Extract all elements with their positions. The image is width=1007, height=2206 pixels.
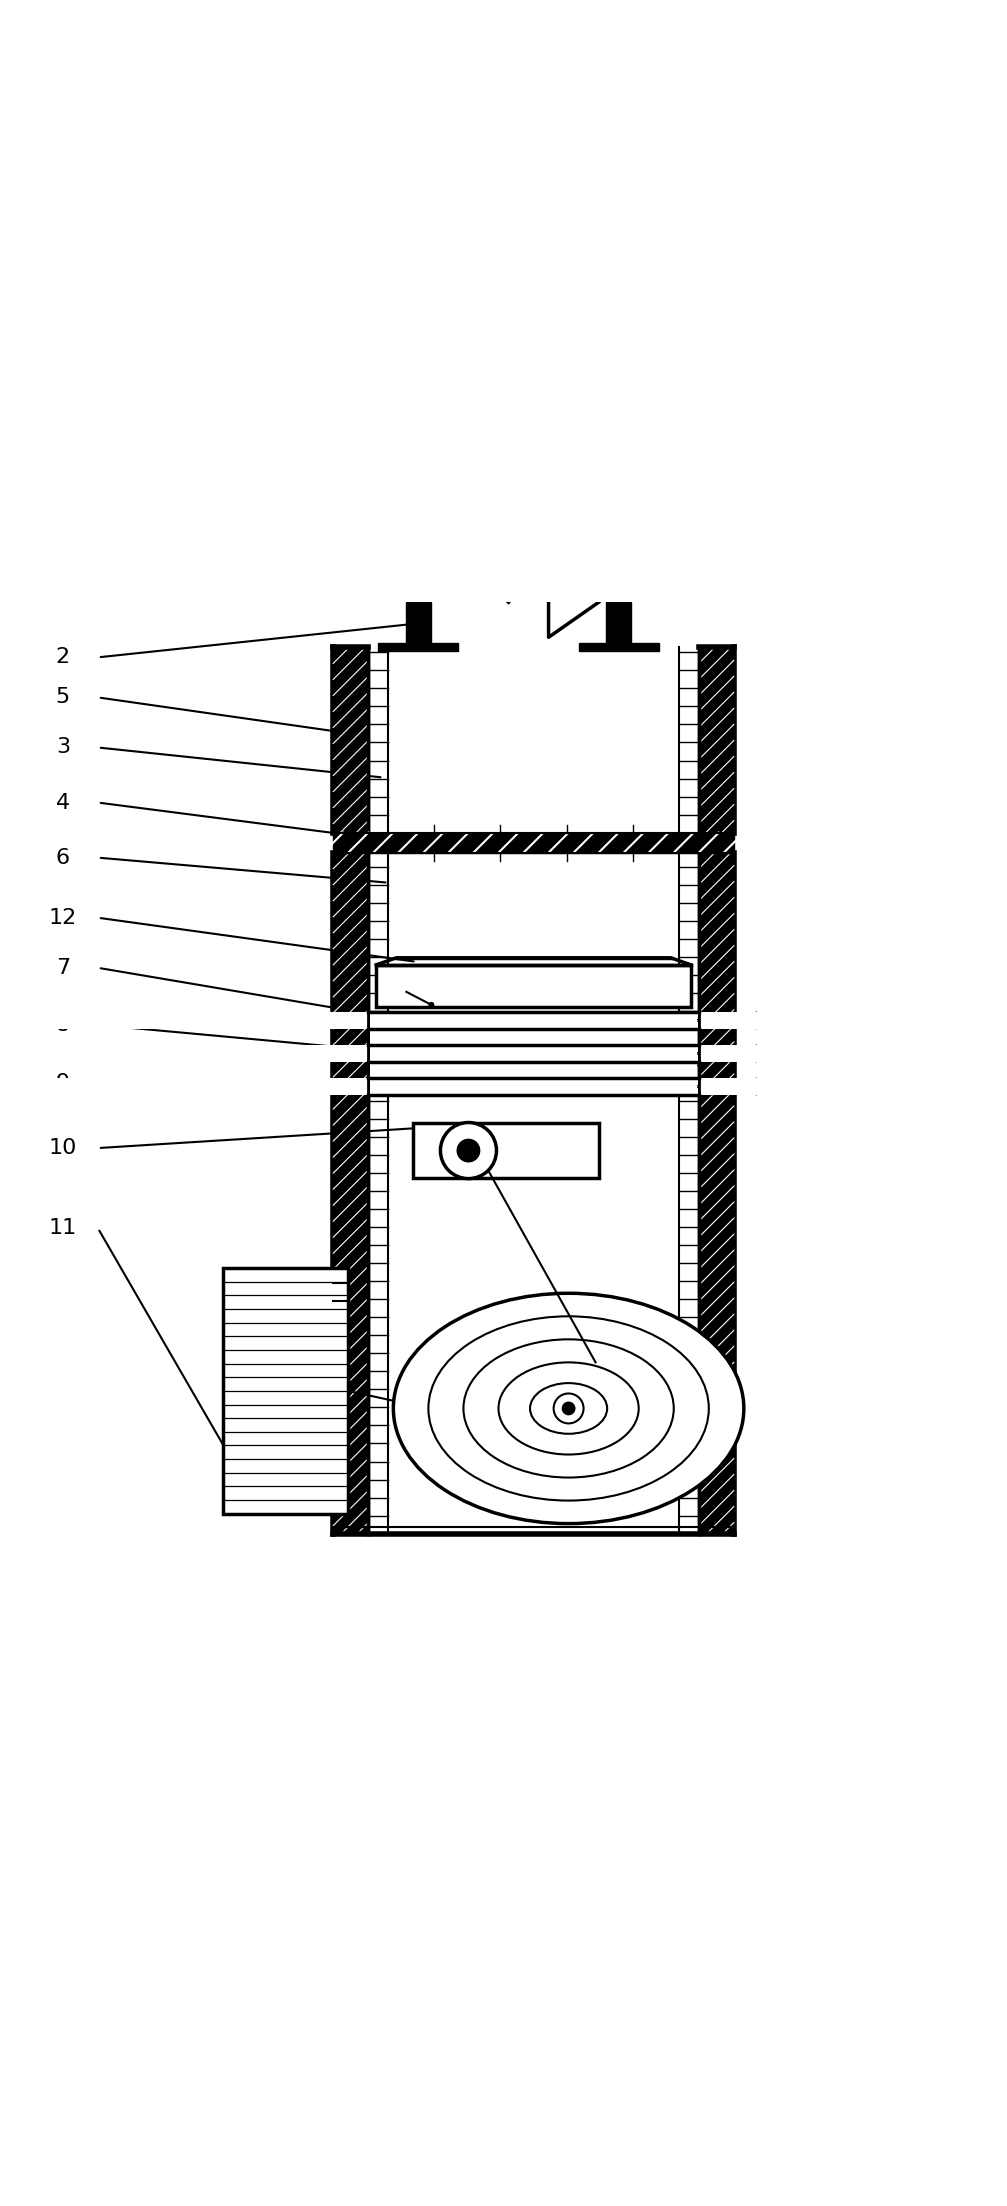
Bar	[369, 1079, 699, 1094]
Bar	[699, 1046, 1004, 1061]
Bar	[3, 1046, 369, 1061]
Text: 10: 10	[48, 1138, 78, 1158]
Bar	[699, 1013, 1004, 1028]
Text: 3: 3	[55, 737, 69, 757]
Text: 12: 12	[48, 907, 77, 929]
Ellipse shape	[463, 1339, 674, 1478]
Circle shape	[428, 1002, 434, 1008]
Bar	[699, 854, 734, 1533]
Bar	[699, 646, 734, 832]
Bar	[579, 644, 659, 651]
Bar	[333, 854, 369, 1533]
Bar	[413, 1123, 598, 1178]
Bar	[371, 1013, 697, 1061]
Ellipse shape	[498, 1363, 638, 1454]
Text: 5: 5	[55, 688, 70, 708]
Bar	[699, 1079, 1004, 1094]
Bar	[377, 964, 691, 1006]
Bar	[369, 1079, 699, 1094]
Bar	[406, 602, 431, 646]
Bar	[369, 1046, 699, 1061]
Bar	[3, 1013, 369, 1028]
Text: 7: 7	[55, 957, 69, 977]
Circle shape	[562, 1401, 576, 1416]
Text: 6: 6	[55, 847, 69, 867]
Ellipse shape	[530, 1383, 607, 1434]
Text: 9: 9	[55, 1072, 69, 1092]
Text: 8: 8	[55, 1015, 69, 1035]
Bar	[371, 1046, 697, 1094]
Bar	[224, 1268, 348, 1513]
Bar	[379, 644, 458, 651]
Bar	[333, 832, 734, 854]
Bar	[369, 1013, 699, 1028]
Text: 4: 4	[55, 792, 69, 812]
Text: 11: 11	[48, 1218, 77, 1238]
Bar	[369, 1013, 699, 1028]
Ellipse shape	[394, 1293, 744, 1524]
Bar	[606, 602, 631, 646]
Bar	[3, 1079, 369, 1094]
Bar	[369, 1046, 699, 1061]
Circle shape	[554, 1394, 584, 1423]
Circle shape	[440, 1123, 496, 1178]
Text: 2: 2	[55, 646, 69, 668]
Ellipse shape	[428, 1317, 709, 1500]
Bar	[333, 646, 369, 832]
Circle shape	[457, 1138, 479, 1163]
